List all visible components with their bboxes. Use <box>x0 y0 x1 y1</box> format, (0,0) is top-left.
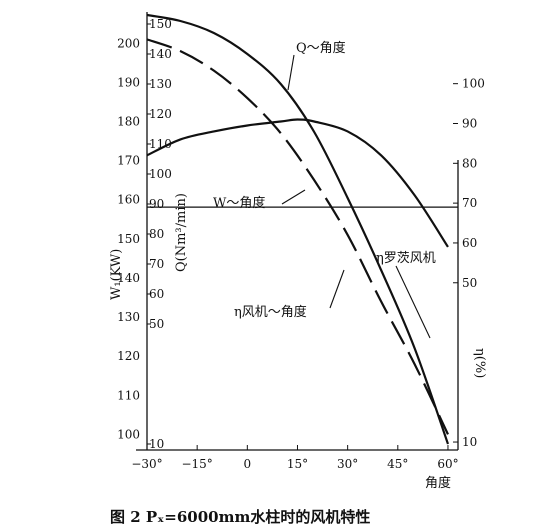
q-tick-label: 50 <box>149 317 164 331</box>
w-axis-label: W₁(KW) <box>109 249 124 300</box>
w-tick-label: 120 <box>117 349 140 363</box>
eta-tick-label: 70 <box>462 196 477 210</box>
eta-tick-label: 100 <box>462 77 485 91</box>
x-tick-label: 60° <box>437 457 458 471</box>
label-w-curve: W～角度 <box>213 195 265 211</box>
eta-tick-label: 10 <box>462 435 477 449</box>
q-tick-label: 130 <box>149 77 172 91</box>
w-tick-label: 180 <box>117 115 140 129</box>
label-eta-roots: η罗茨风机 <box>376 251 436 266</box>
w-tick-label: 100 <box>117 427 140 441</box>
w-tick-label: 130 <box>117 310 140 324</box>
q-tick-label: 10 <box>149 437 164 451</box>
leader-eta-roots <box>395 265 431 339</box>
leader-w <box>281 189 306 205</box>
label-eta-fan: η风机～角度 <box>234 304 307 320</box>
q-tick-label: 60 <box>149 287 164 301</box>
q-tick-label: 80 <box>149 227 164 241</box>
q-tick-label: 90 <box>149 197 164 211</box>
x-tick-label: 45° <box>387 457 408 471</box>
figure-caption: 图 2 Pₓ=6000mm水柱时的风机特性 <box>110 508 370 526</box>
eta-tick-label: 90 <box>462 116 477 130</box>
series <box>146 13 458 445</box>
eta-axis-label: η(%) <box>472 348 487 378</box>
x-tick-label: 30° <box>337 457 358 471</box>
ticks: −30° −15° 0 15° 30° 45° 60° 100 110 120 130 140 150 1… <box>117 17 485 471</box>
w-tick-label: 110 <box>117 388 140 402</box>
eta-tick-label: 80 <box>462 156 477 170</box>
leader-eta-fan <box>329 269 345 309</box>
w-tick-label: 200 <box>117 36 140 50</box>
w-tick-label: 190 <box>117 75 140 89</box>
label-q-curve: Q～角度 <box>296 40 346 56</box>
q-tick-label: 100 <box>149 167 172 181</box>
w-tick-label: 160 <box>117 193 140 207</box>
q-tick-label: 140 <box>149 47 172 61</box>
q-axis-label: Q(Nm³/min) <box>174 193 189 272</box>
x-tick-label: −15° <box>181 457 212 471</box>
leader-q <box>287 54 295 91</box>
series-eta-fan <box>146 118 449 248</box>
q-tick-label: 120 <box>149 107 172 121</box>
series-w-vs-angle <box>146 38 449 435</box>
q-tick-label: 150 <box>149 17 172 31</box>
q-tick-label: 110 <box>149 137 172 151</box>
q-tick-label: 70 <box>149 257 164 271</box>
w-tick-label: 170 <box>117 154 140 168</box>
w-tick-label: 150 <box>117 232 140 246</box>
series-q-vs-angle <box>146 13 450 445</box>
x-tick-label: −30° <box>131 457 162 471</box>
x-axis-label: 角度 <box>425 475 451 491</box>
x-tick-label: 15° <box>287 457 308 471</box>
eta-tick-label: 60 <box>462 236 477 250</box>
x-tick-label: 0 <box>244 457 252 471</box>
eta-tick-label: 50 <box>462 276 477 290</box>
w-tick-label: 140 <box>117 271 140 285</box>
